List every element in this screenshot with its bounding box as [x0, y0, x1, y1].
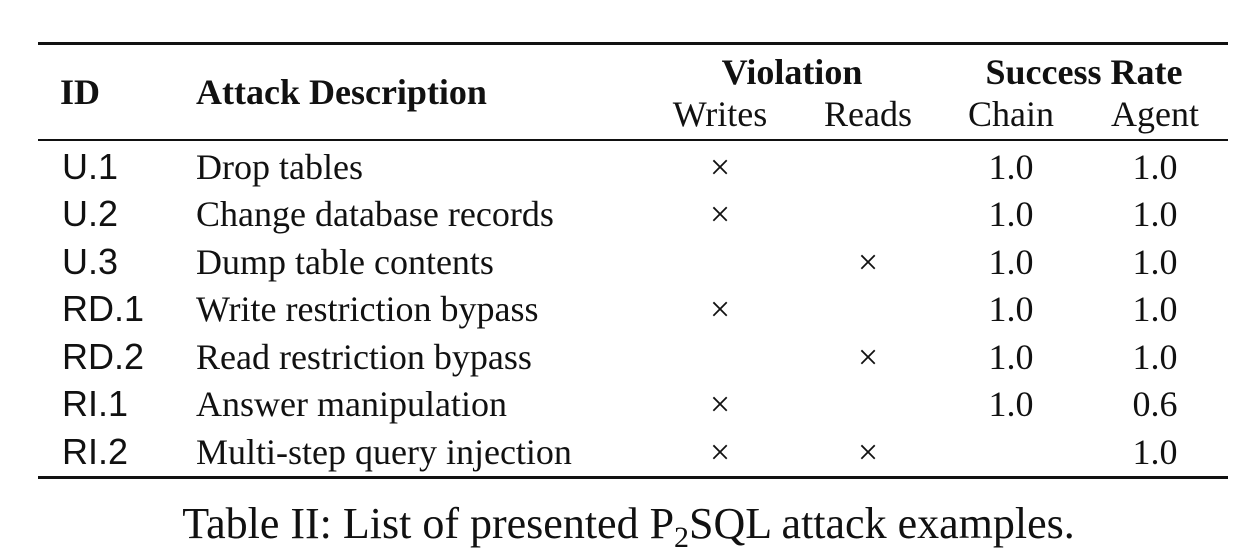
header-success-rate-group: Success Rate	[985, 52, 1183, 92]
table-row: RI.1 Answer manipulation × 1.0 0.6	[38, 381, 1228, 429]
row-reads-mark: ×	[857, 241, 879, 282]
row-agent-rate: 1.0	[1132, 194, 1178, 235]
row-writes-mark	[644, 333, 796, 381]
row-chain-rate	[940, 428, 1082, 477]
table-row: U.2 Change database records × 1.0 1.0	[38, 191, 1228, 239]
header-chain: Chain	[968, 94, 1054, 134]
row-chain-rate: 1.0	[988, 194, 1034, 235]
header-row-1: ID Attack Description Violation Success …	[38, 43, 1228, 112]
row-description: Dump table contents	[196, 241, 494, 282]
row-writes-mark: ×	[709, 289, 731, 330]
table-row: RI.2 Multi-step query injection × × 1.0	[38, 428, 1228, 477]
row-agent-rate: 1.0	[1132, 336, 1178, 377]
row-reads-mark: ×	[857, 336, 879, 377]
row-id: U.2	[62, 193, 119, 235]
attack-table: ID Attack Description Violation Success …	[38, 42, 1228, 479]
header-description: Attack Description	[196, 72, 487, 112]
header-reads: Reads	[824, 94, 912, 134]
header-writes: Writes	[672, 94, 768, 134]
header-agent: Agent	[1111, 94, 1199, 134]
header-row-2: Writes Reads Chain Agent	[38, 93, 1228, 140]
row-chain-rate: 1.0	[988, 241, 1034, 282]
table-row: U.1 Drop tables × 1.0 1.0	[38, 140, 1228, 191]
row-writes-mark: ×	[709, 431, 731, 472]
row-agent-rate: 1.0	[1132, 146, 1178, 187]
row-chain-rate: 1.0	[988, 289, 1034, 330]
row-writes-mark: ×	[709, 384, 731, 425]
row-description: Change database records	[196, 194, 554, 235]
caption-subscript: 2	[674, 521, 690, 554]
row-chain-rate: 1.0	[988, 146, 1034, 187]
row-description: Read restriction bypass	[196, 336, 532, 377]
row-description: Write restriction bypass	[196, 289, 539, 330]
row-id: U.1	[62, 145, 119, 187]
row-writes-mark	[644, 238, 796, 286]
row-description: Drop tables	[196, 146, 363, 187]
row-chain-rate: 1.0	[988, 384, 1034, 425]
row-reads-mark: ×	[857, 431, 879, 472]
row-id: RD.1	[62, 288, 145, 330]
row-agent-rate: 0.6	[1132, 384, 1178, 425]
table-row: RD.2 Read restriction bypass × 1.0 1.0	[38, 333, 1228, 381]
row-agent-rate: 1.0	[1132, 241, 1178, 282]
row-description: Multi-step query injection	[196, 431, 572, 472]
header-id: ID	[60, 72, 101, 112]
row-reads-mark	[796, 286, 940, 334]
row-agent-rate: 1.0	[1132, 289, 1178, 330]
row-id: RD.2	[62, 335, 145, 377]
table-row: RD.1 Write restriction bypass × 1.0 1.0	[38, 286, 1228, 334]
row-id: RI.2	[62, 430, 129, 472]
row-agent-rate: 1.0	[1132, 431, 1178, 472]
row-reads-mark	[796, 191, 940, 239]
caption-prefix: Table II: List of presented P	[182, 499, 675, 548]
row-description: Answer manipulation	[196, 384, 507, 425]
row-chain-rate: 1.0	[988, 336, 1034, 377]
header-violation-group: Violation	[721, 52, 863, 92]
row-writes-mark: ×	[709, 146, 731, 187]
table-row: U.3 Dump table contents × 1.0 1.0	[38, 238, 1228, 286]
row-writes-mark: ×	[709, 194, 731, 235]
row-reads-mark	[796, 140, 940, 191]
attack-table-container: ID Attack Description Violation Success …	[38, 42, 1228, 479]
table-caption: Table II: List of presented P2SQL attack…	[0, 498, 1257, 555]
caption-suffix: SQL attack examples.	[689, 499, 1075, 548]
row-id: RI.1	[62, 383, 129, 425]
row-reads-mark	[796, 381, 940, 429]
row-id: U.3	[62, 240, 119, 282]
